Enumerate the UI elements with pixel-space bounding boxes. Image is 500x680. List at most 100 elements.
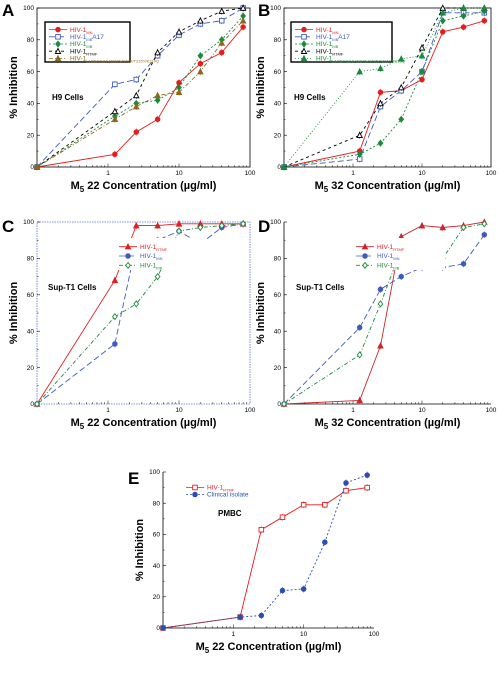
- data-point: [132, 91, 140, 99]
- panel-letter: C: [2, 217, 14, 236]
- series-line: [283, 223, 485, 405]
- x-tick-label: 10: [300, 631, 308, 638]
- legend: HIV-1MNHIV-1IIIBA17HIV-1IIIBHIV-1RTMFHIV…: [290, 21, 405, 64]
- data-point: [460, 24, 467, 30]
- data-point: [481, 231, 488, 238]
- data-point: [418, 52, 426, 59]
- y-tick-label: 100: [23, 5, 34, 12]
- data-point: [160, 625, 166, 631]
- data-point: [356, 351, 363, 359]
- data-point: [377, 89, 384, 96]
- y-tick-label: 0: [277, 401, 281, 408]
- panel-c: C 0 20 40 60 80 100 1 10 100 % Inhibition M5 22 Con…: [2, 217, 256, 431]
- legend-label: HIV-1IIIB: [70, 41, 93, 49]
- series-line: [283, 7, 485, 168]
- legend-marker: [54, 47, 62, 54]
- legend-entry: HIV-1RTMF: [49, 47, 98, 56]
- legend-entry: HIV-1RTMF: [119, 242, 168, 252]
- data-point: [322, 502, 328, 508]
- data-point: [377, 99, 384, 107]
- y-tick-label: 40: [27, 328, 35, 335]
- x-tick-label: 1: [351, 407, 355, 414]
- x-axis-title: M5 32 Concentration (µg/ml): [315, 180, 461, 194]
- panel-b: B 0 20 40 60 80 100 1 10 100 % Inhibition M5 32 Con…: [255, 1, 497, 194]
- series-line: [36, 7, 244, 168]
- series-line: [36, 223, 244, 405]
- data-point: [279, 514, 286, 520]
- legend-marker: [125, 261, 131, 269]
- y-tick-label: 80: [27, 256, 35, 263]
- series-line: [283, 12, 485, 168]
- legend-entry: HIV-1L100I/M184V/D67N/K70R/T215Y/K219Q: [295, 54, 405, 64]
- y-tick-label: 20: [27, 365, 35, 372]
- legend-marker: [124, 242, 132, 250]
- series-line: [36, 26, 244, 168]
- series-5: [280, 4, 488, 170]
- data-point: [132, 221, 140, 229]
- data-point: [398, 273, 404, 280]
- cell-label: Sup-T1 Cells: [48, 283, 97, 292]
- legend-marker: [300, 54, 308, 62]
- data-point: [397, 83, 405, 91]
- legend-label: HIV-1RTMF: [377, 244, 405, 252]
- data-point: [34, 400, 40, 408]
- x-tick-label: 1: [351, 170, 355, 177]
- data-point: [197, 52, 204, 60]
- legend-label: HIV-1L100I/M184V/D67N/K70R/T215Y/K219Q: [70, 56, 159, 64]
- data-point: [112, 341, 118, 347]
- legend-box: [352, 238, 445, 270]
- y-tick-label: 0: [277, 164, 281, 171]
- panel-e: E 0 20 40 60 80 100 1 10 100 % Inhibition M5 22 Con…: [128, 469, 380, 655]
- y-tick-label: 60: [274, 69, 282, 76]
- data-point: [112, 313, 118, 321]
- y-tick-label: 60: [27, 69, 35, 76]
- legend-marker: [361, 242, 369, 250]
- y-tick-label: 100: [23, 219, 34, 226]
- data-point: [377, 300, 384, 308]
- series-line: [283, 7, 485, 168]
- x-tick-label: 10: [175, 407, 183, 414]
- legend-marker: [54, 54, 62, 62]
- y-tick-label: 0: [156, 625, 160, 632]
- data-point: [258, 526, 265, 533]
- legend-label: HIV-1IIIBA17: [70, 34, 104, 42]
- data-point: [322, 539, 328, 545]
- legend-label: HIV-1IIIB: [140, 263, 163, 271]
- data-point: [237, 614, 243, 620]
- y-axis-title: % Inhibition: [134, 519, 146, 582]
- data-point: [356, 131, 364, 138]
- y-tick-label: 40: [153, 563, 161, 570]
- y-tick-label: 80: [27, 37, 35, 44]
- legend-label: HIV-1RTMF: [70, 48, 98, 56]
- data-point: [111, 276, 119, 283]
- data-point: [218, 17, 225, 24]
- legend-marker: [55, 34, 61, 40]
- y-tick-label: 20: [153, 594, 161, 601]
- data-point: [240, 24, 246, 30]
- y-tick-label: 60: [27, 292, 35, 299]
- series-line: [283, 234, 485, 405]
- legend-entry: HIV-1IIIBA17: [49, 34, 104, 42]
- data-point: [197, 67, 204, 75]
- data-point: [419, 76, 425, 83]
- data-point: [300, 586, 307, 592]
- cell-label: H9 Cells: [294, 93, 326, 102]
- legend-marker: [125, 253, 131, 259]
- panel-letter: B: [258, 1, 270, 20]
- legend-entry: HIV-1RTMF: [295, 47, 344, 56]
- data-point: [218, 49, 225, 56]
- data-point: [133, 129, 140, 135]
- data-point: [418, 221, 426, 229]
- y-axis-title: % Inhibition: [8, 282, 20, 345]
- data-point: [280, 163, 288, 170]
- data-point: [112, 81, 118, 88]
- legend-label: HIV-1MN: [140, 253, 163, 261]
- legend-marker: [55, 40, 61, 48]
- data-point: [460, 261, 467, 267]
- data-point: [154, 116, 161, 123]
- x-tick-label: 10: [418, 170, 426, 177]
- legend-label: Clinical isolate: [207, 492, 249, 499]
- data-point: [439, 9, 447, 16]
- legend-entry: HIV-1IIIB: [295, 40, 339, 49]
